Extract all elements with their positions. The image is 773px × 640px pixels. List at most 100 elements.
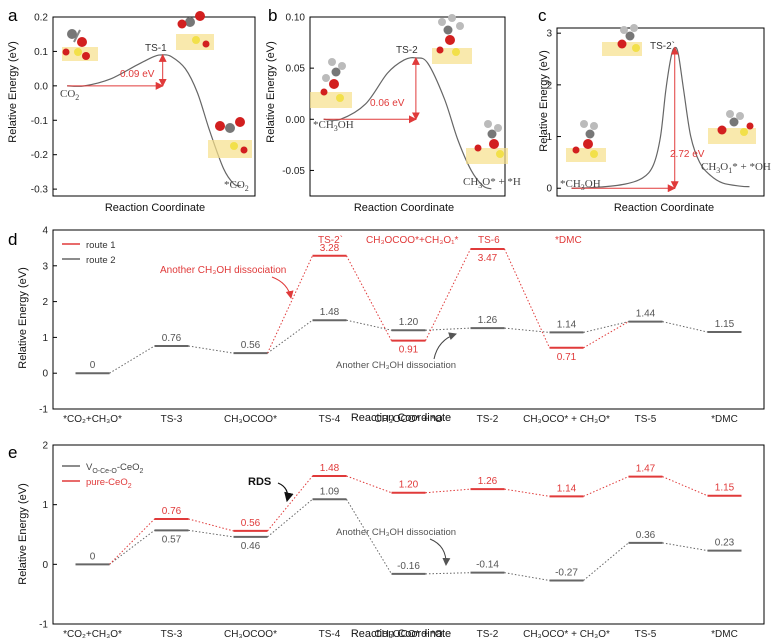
energy-label: 0.56 [241,518,261,529]
ytick-label: 0 [42,560,48,571]
xtick-label: TS-3 [161,629,183,640]
energy-label: 1.26 [478,315,498,326]
ylabel-a: Relative Energy (eV) [7,41,19,143]
molecule-co2-ads [208,117,252,158]
xtick-label: CH₃OCOO* [224,414,277,425]
label-a-start: CO2 [60,88,79,102]
energy-label: 1.20 [399,480,419,491]
xtick-label: *CO₂+CH₃O* [63,414,122,425]
plot-frame-e [52,444,765,625]
yticks-d: 4 3 2 1 0 -1 [39,226,57,416]
energy-label: 0.23 [715,538,735,549]
ytick-label: -0.1 [31,116,49,127]
panel-label-a: a [8,6,18,25]
curve-c-layer [556,27,765,197]
molecule-ch3o-h [466,120,508,164]
molecule-ts2p [602,24,642,56]
xtick-label: TS-5 [635,629,657,640]
xlabel-d: Reaction Coordinate [351,412,451,424]
energy-label: 0.76 [162,506,182,517]
curve-a-layer [52,16,256,197]
xtick-label: CH₃OCO* + *O [374,629,442,640]
energy-curve-b [323,57,492,190]
energy-label: 1.14 [557,483,577,494]
panel-label-b: b [268,6,277,25]
energy-label: 0.46 [241,541,261,552]
ytick-label: 1 [42,500,48,511]
label-c-end: CH3O1* + *OH [701,161,771,175]
panel-c: c Relative Energy (eV) Reaction Coordina… [538,6,771,214]
ytick-label: 1 [42,333,48,344]
ytick-label: -1 [39,405,48,416]
xtick-label: TS-2 [477,629,499,640]
xlabel-c: Reaction Coordinate [614,202,714,214]
levels-d: 0 0.76 0.56 1.48 1.20 1.26 1.14 1.44 1.15 3.28 0.9… [75,243,742,375]
energy-label: 1.26 [478,476,498,487]
legend-e-vo: VO-Ce-O-CeO2 [86,462,144,475]
legend-d-route1: route 1 [86,240,116,251]
panel-label-c: c [538,6,547,25]
arrow-e-another [429,538,451,566]
yticks-a: 0.2 0.1 0.0 -0.1 -0.2 -0.3 [31,13,57,196]
ylabel-e: Relative Energy (eV) [17,483,29,585]
ytick-label: -0.3 [31,185,49,196]
ylabel-c: Relative Energy (eV) [538,50,550,152]
molecule-ts1 [176,11,214,50]
ytick-label: 2 [42,441,48,452]
label-b-barrier: 0.06 eV [370,98,405,109]
ytick-label: 2 [42,297,48,308]
pure-connector [109,475,708,565]
yticks-b: 0.10 0.05 0.00 -0.05 [282,13,314,177]
ytick-label: 0.00 [286,115,306,126]
annot-d-another-gray: Another CH₃OH dissociation [336,360,456,371]
xlabel-b: Reaction Coordinate [354,202,454,214]
route1-connector [267,248,629,354]
panel-b: b Relative Energy (eV) Reaction Coordina… [265,6,521,214]
energy-label: 1.44 [636,309,656,320]
energy-label: 1.09 [320,486,340,497]
energy-label: -0.16 [397,561,420,572]
energy-label: 0.71 [557,352,577,363]
ytick-label: -0.2 [31,150,49,161]
xlabel-a: Reaction Coordinate [105,202,205,214]
ytick-label: 0.05 [286,64,306,75]
annot-d-dmc: *DMC [555,235,582,246]
plot-frame-d [52,229,765,410]
energy-label: -0.14 [476,560,499,571]
energy-label: 0.76 [162,333,182,344]
energy-curve-a [67,54,242,187]
energy-label: 0.91 [399,345,419,356]
panel-d: d Relative Energy (eV) Reaction Coordina… [8,226,765,425]
xtick-label: TS-4 [319,414,341,425]
ytick-label: -0.05 [282,166,305,177]
molecule-ch3o-oh [708,110,756,144]
energy-label: -0.27 [555,567,578,578]
ytick-label: 0.2 [34,13,48,24]
label-c-start: *CH3OH [560,178,601,192]
ytick-label: 0 [42,369,48,380]
xlabel-e: Reaction Coordinate [351,628,451,640]
xtick-label: *CO₂+CH₃O* [63,629,122,640]
panel-label-d: d [8,230,17,249]
xtick-label: TS-5 [635,414,657,425]
molecule-ch3oh [310,58,352,108]
label-b-end: CH3O* + *H [463,176,521,190]
ytick-label: 4 [42,226,48,237]
xtick-label: CH₃OCO* + CH₃O* [523,414,610,425]
arrow-d-red [271,276,294,299]
energy-label: 0.56 [241,340,261,351]
ytick-label: 0 [546,184,552,195]
molecule-ts2 [432,14,472,64]
plot-frame-a [52,16,256,197]
label-b-start: *CH3OH [313,119,354,133]
energy-label: 0 [90,360,96,371]
ytick-label: -1 [39,620,48,631]
energy-label: 3.47 [478,253,498,264]
arrow-e-rds [277,482,294,503]
annot-d-ts2p: TS-2` [318,234,343,246]
yticks-c: 0 1 2 3 [546,29,561,195]
energy-label: 0.57 [162,534,182,545]
energy-label: 1.20 [399,317,419,328]
ytick-label: 0.1 [34,47,48,58]
legend-e: VO-Ce-O-CeO2 pure-CeO2 [62,462,144,490]
